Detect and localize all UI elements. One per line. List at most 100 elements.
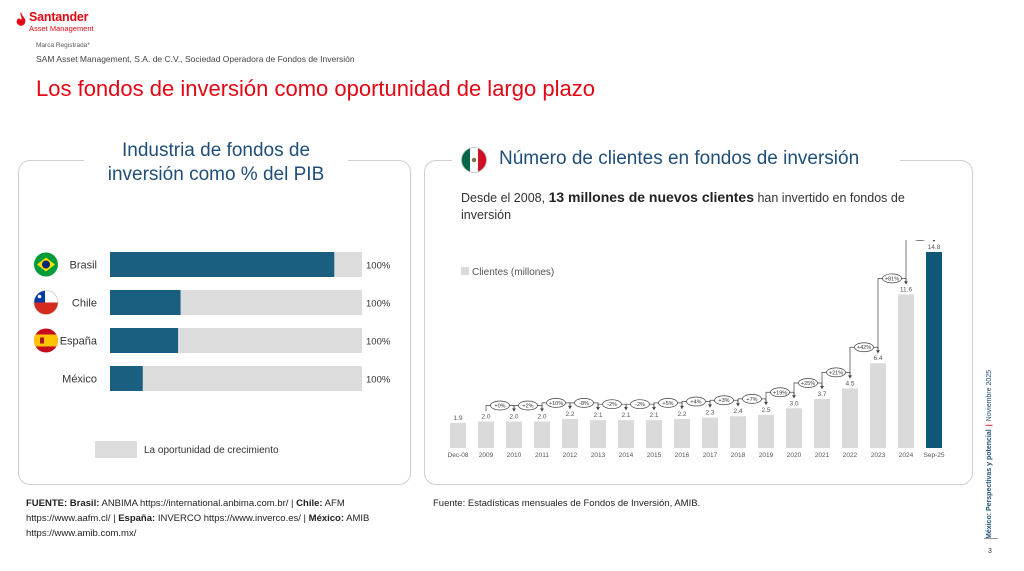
clients-bar [674, 418, 690, 448]
growth-label: +42% [857, 345, 871, 351]
clients-legend-swatch [461, 267, 469, 275]
gdp-value-bar [110, 252, 335, 277]
brazil-flag [34, 252, 58, 277]
clients-category-label: 2010 [507, 452, 522, 459]
growth-label: +81% [885, 276, 899, 282]
company-name: SAM Asset Management, S.A. de C.V., Soci… [36, 54, 355, 64]
clients-category-label: 2009 [479, 452, 494, 459]
registered-mark: Marca Registrada* [36, 42, 90, 49]
clients-bar [758, 414, 774, 448]
clients-bar [506, 421, 522, 448]
footnote-espana-label: España: [118, 513, 156, 524]
clients-category-label: 2022 [843, 452, 858, 459]
santander-flame-icon [16, 12, 26, 26]
growth-arrow: +7% [737, 394, 768, 407]
growth-arrow: -2% [625, 399, 656, 411]
gdp-country-label: México [62, 374, 97, 386]
growth-arrow: +28% [905, 240, 936, 285]
clients-bar [534, 421, 550, 448]
footnote-mexico-source: AMIB https://www.amib.com.mx/ [26, 513, 370, 539]
footnote-espana-source: INVERCO https://www.inverco.es/ | [155, 513, 309, 524]
clients-bar [786, 408, 802, 448]
clients-value-label: 1.9 [453, 415, 462, 422]
spain-flag [34, 328, 58, 353]
growth-arrow: +5% [653, 398, 684, 411]
growth-arrow: -2% [597, 399, 628, 411]
clients-bar [478, 421, 494, 448]
clients-legend-label: Clientes (millones) [472, 267, 554, 278]
clients-bar [870, 363, 886, 448]
clients-value-label: 2.5 [761, 407, 770, 414]
growth-label: +3% [718, 398, 729, 404]
clients-value-label: 3.0 [789, 400, 798, 407]
side-divider [984, 538, 998, 539]
growth-label: +19% [773, 390, 787, 396]
gdp-value-bar [110, 366, 143, 391]
clients-value-label: 2.0 [481, 414, 490, 421]
gdp-value-bar [110, 290, 181, 315]
clients-footnote: Fuente: Estadísticas mensuales de Fondos… [433, 498, 701, 509]
gdp-footnote: FUENTE: Brasil: ANBIMA https://internati… [26, 496, 396, 541]
clients-category-label: 2013 [591, 452, 606, 459]
clients-value-label: 2.1 [593, 412, 602, 419]
gdp-country-label: Chile [72, 298, 97, 310]
clients-category-label: 2015 [647, 452, 662, 459]
gdp-title-line2: inversión como % del PIB [107, 164, 325, 185]
mexico-flag [461, 147, 487, 173]
clients-bar [562, 418, 578, 448]
gdp-total-label: 100% [366, 337, 391, 348]
growth-arrow: +3% [709, 395, 740, 408]
gdp-bar-chart: Brasil 100%Chile 100%España 100%México 100% … [33, 252, 391, 458]
clients-bar [814, 398, 830, 448]
growth-label: -8% [579, 401, 589, 407]
growth-arrow: -8% [569, 398, 600, 411]
clients-category-label: Sep-25 [924, 452, 945, 459]
growth-label: +21% [829, 370, 843, 376]
gdp-legend-swatch [95, 441, 137, 458]
clients-value-label: 2.1 [649, 412, 658, 419]
growth-arrow: +42% [849, 342, 880, 379]
clients-category-label: 2021 [815, 452, 830, 459]
growth-arrow: +0% [485, 400, 516, 412]
brand-name: Santander [29, 10, 89, 24]
gdp-value-bar [110, 328, 179, 353]
growth-label: +5% [662, 401, 673, 407]
clients-bar [730, 416, 746, 448]
growth-label: +2% [522, 404, 533, 410]
growth-label: +10% [549, 401, 563, 407]
footnote-brasil-source: ANBIMA https://international.anbima.com.… [99, 498, 297, 509]
clients-category-label: 2024 [899, 452, 914, 459]
side-caption-part2: Noviembre 2025 [986, 369, 993, 422]
clients-bar [898, 294, 914, 448]
clients-bar [646, 420, 662, 448]
clients-category-label: 2018 [731, 452, 746, 459]
desc-highlight: 13 millones de nuevos clientes [548, 189, 754, 205]
page-number: 3 [988, 548, 992, 555]
clients-category-label: 2016 [675, 452, 690, 459]
gdp-total-label: 100% [366, 375, 391, 386]
growth-label: -2% [635, 402, 645, 408]
clients-category-label: Dec-08 [448, 452, 469, 459]
clients-category-label: 2017 [703, 452, 718, 459]
clients-value-label: 6.4 [873, 355, 882, 362]
clients-value-label: 2.0 [509, 414, 518, 421]
growth-label: +25% [801, 381, 815, 387]
growth-arrow: +2% [513, 400, 544, 412]
growth-label: +0% [494, 404, 505, 410]
clients-category-label: 2012 [563, 452, 578, 459]
gdp-title-line1: Industria de fondos de [121, 140, 311, 161]
clients-value-label: 4.5 [845, 380, 854, 387]
clients-bar [590, 420, 606, 448]
gdp-opportunity-bar [110, 366, 362, 391]
side-caption: México: Perspectivas y potencial | Noviemb… [986, 370, 993, 539]
gdp-panel-title: Industria de fondos de inversión como % … [84, 139, 348, 189]
brand-subtitle: Asset Management [29, 24, 94, 33]
clients-title-text: Número de clientes en fondos de inversió… [499, 148, 860, 169]
gdp-panel [18, 160, 411, 485]
clients-category-label: 2014 [619, 452, 634, 459]
growth-label: +7% [746, 397, 757, 403]
clients-panel-title: Número de clientes en fondos de inversió… [452, 144, 900, 176]
clients-value-label: 2.2 [565, 411, 574, 418]
footnote-mexico-label: México: [308, 513, 345, 524]
clients-category-label: 2023 [871, 452, 886, 459]
